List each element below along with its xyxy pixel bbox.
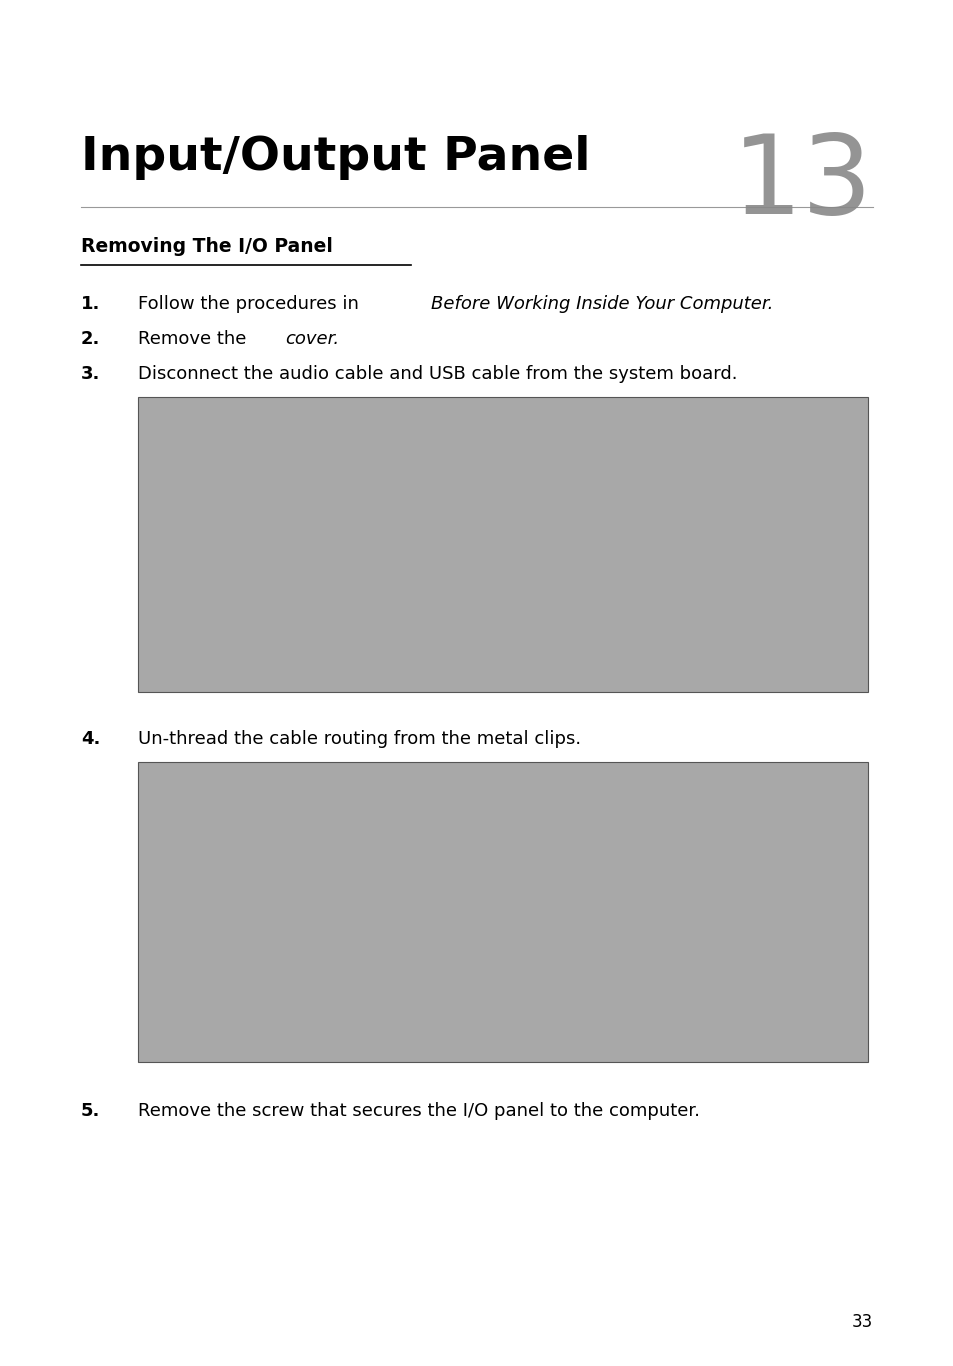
Text: Disconnect the audio cable and USB cable from the system board.: Disconnect the audio cable and USB cable… xyxy=(138,365,737,382)
Text: 3.: 3. xyxy=(81,365,100,382)
Text: 4.: 4. xyxy=(81,729,100,749)
Bar xyxy=(138,762,867,1061)
Text: 1.: 1. xyxy=(81,295,100,313)
Text: Input/Output Panel: Input/Output Panel xyxy=(81,135,590,180)
Text: 33: 33 xyxy=(851,1313,872,1330)
Text: 2.: 2. xyxy=(81,331,100,348)
Text: Remove the: Remove the xyxy=(138,331,253,348)
Text: Remove the screw that secures the I/O panel to the computer.: Remove the screw that secures the I/O pa… xyxy=(138,1102,700,1120)
Text: Removing The I/O Panel: Removing The I/O Panel xyxy=(81,236,333,255)
Bar xyxy=(138,398,867,693)
Text: 13: 13 xyxy=(731,130,872,236)
Text: cover.: cover. xyxy=(285,331,339,348)
Text: 5.: 5. xyxy=(81,1102,100,1120)
Text: Before Working Inside Your Computer.: Before Working Inside Your Computer. xyxy=(431,295,772,313)
Text: Follow the procedures in: Follow the procedures in xyxy=(138,295,365,313)
Text: Un-thread the cable routing from the metal clips.: Un-thread the cable routing from the met… xyxy=(138,729,580,749)
